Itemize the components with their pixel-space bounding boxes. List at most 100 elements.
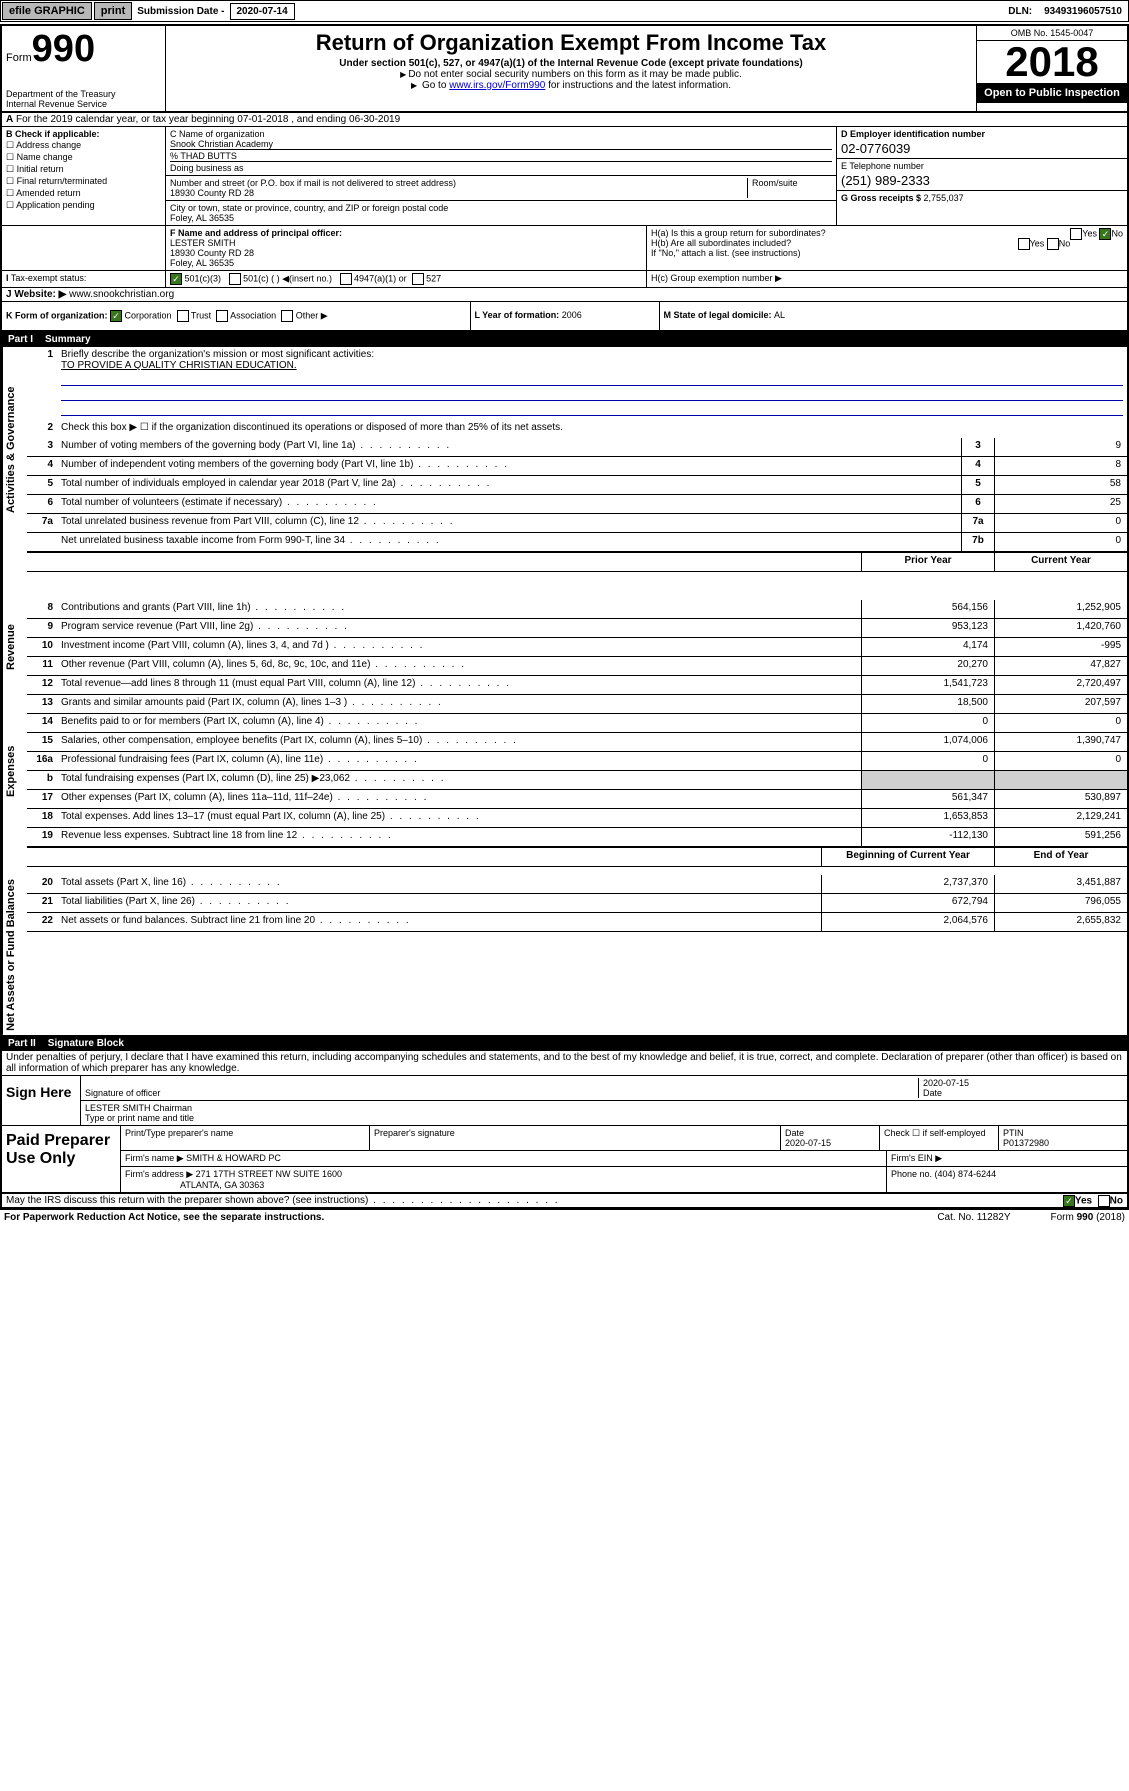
dba-label: Doing business as — [170, 161, 832, 173]
chk-name-change[interactable]: ☐ Name change — [6, 152, 161, 163]
box-i-label: Tax-exempt status: — [11, 273, 87, 283]
summary-row: 11Other revenue (Part VIII, column (A), … — [27, 657, 1127, 676]
firm-ein-label: Firm's EIN ▶ — [887, 1151, 1127, 1166]
summary-row: 19Revenue less expenses. Subtract line 1… — [27, 828, 1127, 847]
dept-treasury: Department of the Treasury — [6, 89, 161, 99]
end-year-header: End of Year — [994, 848, 1127, 866]
side-revenue: Revenue — [2, 600, 27, 695]
phone-label: Phone no. — [891, 1169, 935, 1179]
side-governance: Activities & Governance — [2, 347, 27, 552]
summary-row: 9Program service revenue (Part VIII, lin… — [27, 619, 1127, 638]
state-domicile: AL — [774, 310, 785, 320]
summary-row: 20Total assets (Part X, line 16)2,737,37… — [27, 875, 1127, 894]
summary-row: 8Contributions and grants (Part VIII, li… — [27, 600, 1127, 619]
firm-addr-label: Firm's address ▶ — [125, 1169, 193, 1179]
mission-text: TO PROVIDE A QUALITY CHRISTIAN EDUCATION… — [61, 360, 297, 371]
org-info-grid: B Check if applicable: ☐ Address change … — [2, 127, 1127, 226]
discuss-yes[interactable]: ✓ — [1063, 1195, 1075, 1207]
chk-assoc[interactable] — [216, 310, 228, 322]
chk-501c[interactable] — [229, 273, 241, 285]
summary-row: 21Total liabilities (Part X, line 26)672… — [27, 894, 1127, 913]
paid-preparer-label: Paid Preparer Use Only — [2, 1126, 121, 1192]
chk-4947[interactable] — [340, 273, 352, 285]
line-1-label: Briefly describe the organization's miss… — [61, 349, 374, 360]
tax-year-line-a: A For the 2019 calendar year, or tax yea… — [2, 113, 1127, 127]
part-2-header: Part IISignature Block — [2, 1036, 1127, 1051]
chk-trust[interactable] — [177, 310, 189, 322]
summary-row: 17Other expenses (Part IX, column (A), l… — [27, 790, 1127, 809]
self-employed-check[interactable]: Check ☐ if self-employed — [880, 1126, 999, 1150]
city-state-zip: Foley, AL 36535 — [170, 213, 234, 223]
dln-value: 93493196057510 — [1038, 6, 1128, 17]
hb-yes[interactable] — [1018, 238, 1030, 250]
sig-date-label: Date — [923, 1088, 942, 1098]
sig-officer-label: Signature of officer — [85, 1088, 160, 1098]
chk-527[interactable] — [412, 273, 424, 285]
part-1-header: Part ISummary — [2, 332, 1127, 347]
dln-label: DLN: — [1002, 6, 1038, 17]
summary-row: 15Salaries, other compensation, employee… — [27, 733, 1127, 752]
form-number: 990 — [32, 28, 95, 70]
firm-addr1: 271 17TH STREET NW SUITE 1600 — [196, 1169, 342, 1179]
footer: For Paperwork Reduction Act Notice, see … — [0, 1210, 1129, 1225]
top-toolbar: efile GRAPHIC print Submission Date - 20… — [0, 0, 1129, 22]
officer-addr1: 18930 County RD 28 — [170, 248, 254, 258]
current-year-header: Current Year — [994, 553, 1127, 571]
summary-row: 3Number of voting members of the governi… — [27, 438, 1127, 457]
chk-pending[interactable]: ☐ Application pending — [6, 200, 161, 211]
tax-year: 2018 — [977, 41, 1127, 83]
summary-section: Activities & Governance 1 Briefly descri… — [2, 347, 1127, 552]
summary-row: 12Total revenue—add lines 8 through 11 (… — [27, 676, 1127, 695]
prep-date-value: 2020-07-15 — [785, 1138, 831, 1148]
summary-row: 16aProfessional fundraising fees (Part I… — [27, 752, 1127, 771]
side-expenses: Expenses — [2, 695, 27, 847]
sign-here-section: Sign Here Signature of officer 2020-07-1… — [2, 1076, 1127, 1126]
cat-no: Cat. No. 11282Y — [937, 1212, 1010, 1223]
box-k-label: K Form of organization: — [6, 310, 108, 320]
box-j-label: Website: ▶ — [14, 289, 66, 300]
ha-yes[interactable] — [1070, 228, 1082, 240]
summary-row: 22Net assets or fund balances. Subtract … — [27, 913, 1127, 932]
officer-printed-name: LESTER SMITH Chairman — [85, 1103, 192, 1113]
box-g-label: G Gross receipts $ — [841, 193, 924, 203]
discuss-no[interactable] — [1098, 1195, 1110, 1207]
print-button[interactable]: print — [94, 2, 132, 20]
summary-row: 14Benefits paid to or for members (Part … — [27, 714, 1127, 733]
gross-receipts: 2,755,037 — [924, 193, 964, 203]
chk-address-change[interactable]: ☐ Address change — [6, 140, 161, 151]
ha-no[interactable]: ✓ — [1099, 228, 1111, 240]
sig-date-value: 2020-07-15 — [923, 1078, 969, 1088]
chk-corp[interactable]: ✓ — [110, 310, 122, 322]
prep-date-header: Date — [785, 1128, 804, 1138]
hb-no[interactable] — [1047, 238, 1059, 250]
telephone-value: (251) 989-2333 — [841, 173, 1123, 188]
box-f-label: F Name and address of principal officer: — [170, 228, 342, 238]
chk-other[interactable] — [281, 310, 293, 322]
begin-year-header: Beginning of Current Year — [821, 848, 994, 866]
box-e-label: E Telephone number — [841, 161, 924, 171]
year-formation: 2006 — [562, 310, 582, 320]
discuss-row: May the IRS discuss this return with the… — [2, 1194, 1127, 1208]
chk-amended[interactable]: ☐ Amended return — [6, 188, 161, 199]
efile-graphic-button[interactable]: efile GRAPHIC — [2, 2, 92, 20]
form-header: Form990 Department of the Treasury Inter… — [2, 26, 1127, 113]
chk-initial-return[interactable]: ☐ Initial return — [6, 164, 161, 175]
city-label: City or town, state or province, country… — [170, 203, 448, 213]
submission-date-value: 2020-07-14 — [230, 3, 295, 20]
h-c-label: H(c) Group exemption number ▶ — [647, 271, 1127, 287]
h-b-label: H(b) Are all subordinates included? — [651, 238, 791, 248]
website-row: J Website: ▶ www.snookchristian.org — [2, 288, 1127, 302]
irs-label: Internal Revenue Service — [6, 99, 161, 109]
chk-501c3[interactable]: ✓ — [170, 273, 182, 285]
side-net: Net Assets or Fund Balances — [2, 875, 27, 1035]
summary-row: 6Total number of volunteers (estimate if… — [27, 495, 1127, 514]
chk-final-return[interactable]: ☐ Final return/terminated — [6, 176, 161, 187]
ssn-note: Do not enter social security numbers on … — [172, 69, 970, 80]
summary-row: 13Grants and similar amounts paid (Part … — [27, 695, 1127, 714]
summary-row: 4Number of independent voting members of… — [27, 457, 1127, 476]
irs-link[interactable]: www.irs.gov/Form990 — [449, 80, 545, 91]
summary-row: bTotal fundraising expenses (Part IX, co… — [27, 771, 1127, 790]
summary-row: 18Total expenses. Add lines 13–17 (must … — [27, 809, 1127, 828]
org-name: Snook Christian Academy — [170, 139, 273, 149]
prior-year-header: Prior Year — [861, 553, 994, 571]
